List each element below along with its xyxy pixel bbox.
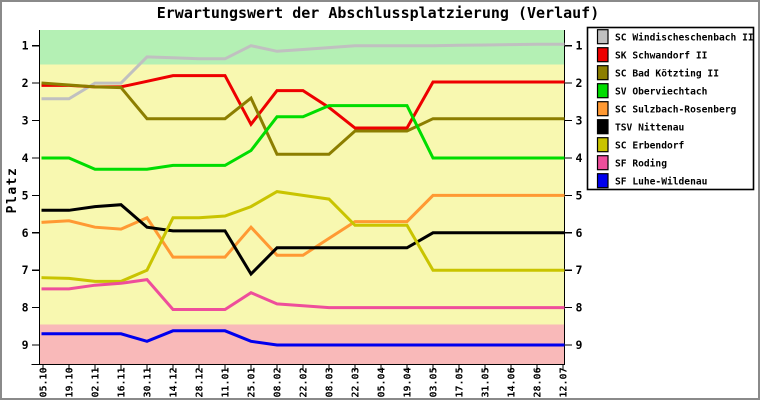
legend-swatch-2 — [596, 65, 609, 81]
legend-label-7: SF Roding — [615, 158, 667, 170]
y-tick-label-right: 1 — [576, 39, 583, 53]
x-tick-label: 30.11 — [143, 367, 154, 397]
y-tick-label-right: 6 — [576, 226, 583, 240]
y-tick-label-left: 9 — [22, 338, 29, 352]
legend-swatch-3 — [596, 83, 609, 99]
series-line-6 — [41, 190, 565, 283]
series-line-7 — [41, 278, 565, 311]
y-tick-label-left: 6 — [22, 226, 29, 240]
x-tick-label: 16.11 — [117, 367, 128, 397]
x-tick-label: 05.04 — [377, 367, 388, 397]
series-line-3 — [41, 104, 565, 171]
legend-swatch-8 — [596, 173, 609, 189]
y-tick-label-right: 7 — [576, 263, 583, 277]
legend-label-2: SC Bad Kötzting II — [615, 68, 719, 80]
legend-swatch-5 — [596, 119, 609, 135]
legend-box — [586, 26, 755, 191]
x-tick-label: 22.03 — [351, 367, 362, 397]
series-line-0 — [41, 42, 565, 101]
x-tick-label: 02.11 — [91, 367, 102, 397]
legend-label-1: SK Schwandorf II — [615, 51, 707, 62]
x-tick-label: 08.02 — [273, 367, 284, 397]
x-tick-label: 05.10 — [39, 367, 50, 397]
x-tick-label: 14.12 — [169, 367, 180, 397]
x-tick-label: 28.12 — [195, 367, 206, 397]
legend-swatch-7 — [596, 155, 609, 171]
y-tick-label-left: 1 — [22, 39, 29, 53]
y-axis-label: Platz — [5, 167, 20, 214]
y-tick-label-right: 2 — [576, 76, 583, 90]
legend-label-8: SF Luhe-Wildenau — [615, 176, 707, 188]
series-line-8 — [41, 329, 565, 347]
y-tick-label-left: 2 — [22, 76, 29, 90]
x-tick-label: 14.06 — [507, 367, 518, 397]
y-tick-label-right: 9 — [576, 338, 583, 352]
x-tick-label: 31.05 — [481, 367, 492, 397]
x-tick-label: 28.06 — [533, 367, 544, 397]
chart-title: Erwartungswert der Abschlussplatzierung … — [157, 4, 600, 22]
legend-swatch-6 — [596, 137, 609, 153]
x-tick-label: 03.05 — [429, 367, 440, 397]
x-tick-label: 17.05 — [455, 367, 466, 397]
y-tick-label-right: 8 — [576, 301, 583, 315]
y-tick-label-left: 4 — [22, 151, 29, 165]
x-tick-label: 12.07 — [559, 367, 570, 397]
legend-swatch-4 — [596, 101, 609, 117]
x-tick-label: 25.01 — [247, 367, 258, 397]
legend-swatch-1 — [596, 47, 609, 63]
legend-label-5: TSV Nittenau — [615, 122, 684, 134]
x-tick-label: 08.03 — [325, 367, 336, 397]
legend: SC Windischeschenbach II SK Schwandorf II… — [586, 26, 755, 191]
legend-label-3: SV Oberviechtach — [615, 86, 708, 98]
legend-label-6: SC Erbendorf — [615, 141, 685, 152]
legend-label-4: SC Sulzbach-Rosenberg — [615, 105, 737, 116]
series-line-2 — [41, 81, 565, 156]
x-tick-label: 22.02 — [299, 367, 310, 397]
y-tick-label-left: 3 — [22, 114, 29, 128]
y-tick-label-left: 8 — [22, 301, 29, 315]
x-tick-label: 19.04 — [403, 367, 414, 397]
y-tick-label-left: 7 — [22, 263, 29, 277]
y-tick-label-right: 4 — [576, 151, 583, 165]
legend-label-0: SC Windischeschenbach II — [615, 32, 754, 44]
y-tick-label-right: 5 — [576, 188, 583, 202]
series-line-4 — [41, 193, 565, 259]
legend-swatch-0 — [596, 29, 609, 45]
y-tick-label-left: 5 — [22, 188, 29, 202]
x-tick-label: 19.10 — [65, 367, 76, 397]
series-line-1 — [41, 74, 565, 130]
series-line-5 — [41, 203, 565, 277]
y-tick-label-right: 3 — [576, 114, 583, 128]
x-tick-label: 11.01 — [221, 367, 232, 397]
zone-top — [40, 30, 564, 65]
